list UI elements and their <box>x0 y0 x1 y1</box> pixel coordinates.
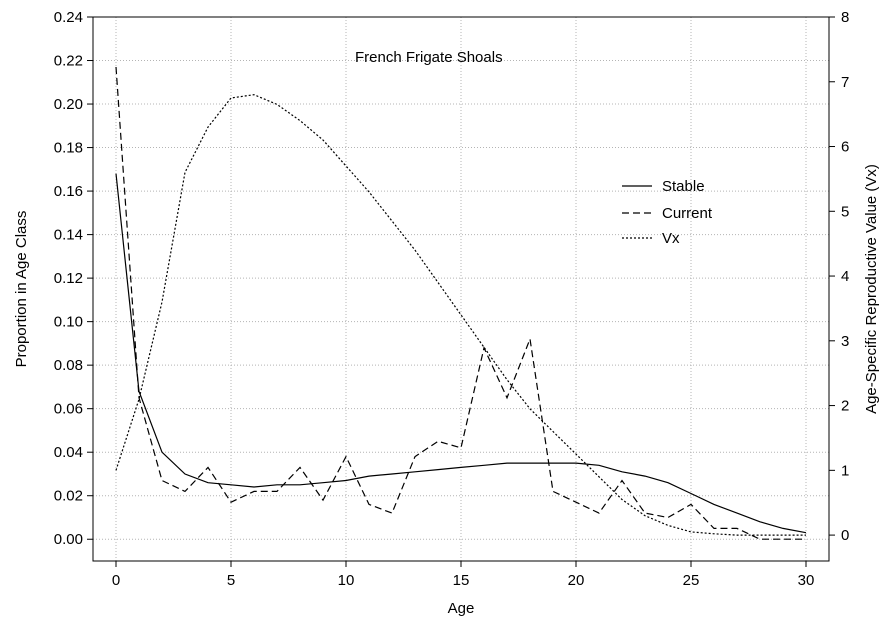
series-lines <box>115 66 807 540</box>
y-axis-right-ticks: 0 1 2 3 4 5 6 7 8 <box>829 9 849 544</box>
y-tick-label: 0.14 <box>54 227 83 244</box>
y-tick-label: 0.00 <box>54 531 83 548</box>
x-axis-ticks: 0 5 10 15 20 25 30 <box>112 561 815 589</box>
y2-tick-label: 1 <box>841 462 849 479</box>
y-tick-label: 0.06 <box>54 401 83 418</box>
x-tick-label: 10 <box>338 572 355 589</box>
y2-tick-label: 6 <box>841 139 849 156</box>
x-axis-title: Age <box>448 600 475 617</box>
chart-title: French Frigate Shoals <box>355 49 503 66</box>
y2-tick-label: 8 <box>841 9 849 26</box>
x-tick-label: 30 <box>798 572 815 589</box>
y-axis-left-title: Proportion in Age Class <box>13 211 30 368</box>
legend-label-vx: Vx <box>662 230 680 247</box>
x-tick-label: 15 <box>453 572 470 589</box>
y-tick-label: 0.20 <box>54 96 83 113</box>
y-tick-label: 0.18 <box>54 140 83 157</box>
x-tick-label: 20 <box>568 572 585 589</box>
y2-tick-label: 7 <box>841 74 849 91</box>
legend-label-current: Current <box>662 205 713 222</box>
legend: Stable Current Vx <box>622 178 713 247</box>
y2-tick-label: 2 <box>841 398 849 415</box>
y-tick-label: 0.08 <box>54 357 83 374</box>
y-tick-label: 0.24 <box>54 9 83 26</box>
y-axis-left-ticks: 0.00 0.02 0.04 0.06 0.08 0.10 0.12 0.14 0.16 0.18… <box>54 9 93 548</box>
y2-tick-label: 4 <box>841 268 849 285</box>
y-tick-label: 0.10 <box>54 314 83 331</box>
y-tick-label: 0.12 <box>54 270 83 287</box>
series-line-stable <box>115 173 807 534</box>
grid-lines <box>93 16 829 561</box>
x-tick-label: 5 <box>227 572 235 589</box>
y2-tick-label: 0 <box>841 527 849 544</box>
series-line-current <box>115 66 806 540</box>
y-tick-label: 0.02 <box>54 488 83 505</box>
y-tick-label: 0.22 <box>54 53 83 70</box>
y2-tick-label: 3 <box>841 333 849 350</box>
y-axis-right-title: Age-Specific Reproductive Value (Vx) <box>863 164 880 414</box>
y-tick-label: 0.16 <box>54 183 83 200</box>
legend-label-stable: Stable <box>662 178 705 195</box>
x-tick-label: 25 <box>683 572 700 589</box>
x-tick-label: 0 <box>112 572 120 589</box>
y-tick-label: 0.04 <box>54 444 83 461</box>
y2-tick-label: 5 <box>841 203 849 220</box>
